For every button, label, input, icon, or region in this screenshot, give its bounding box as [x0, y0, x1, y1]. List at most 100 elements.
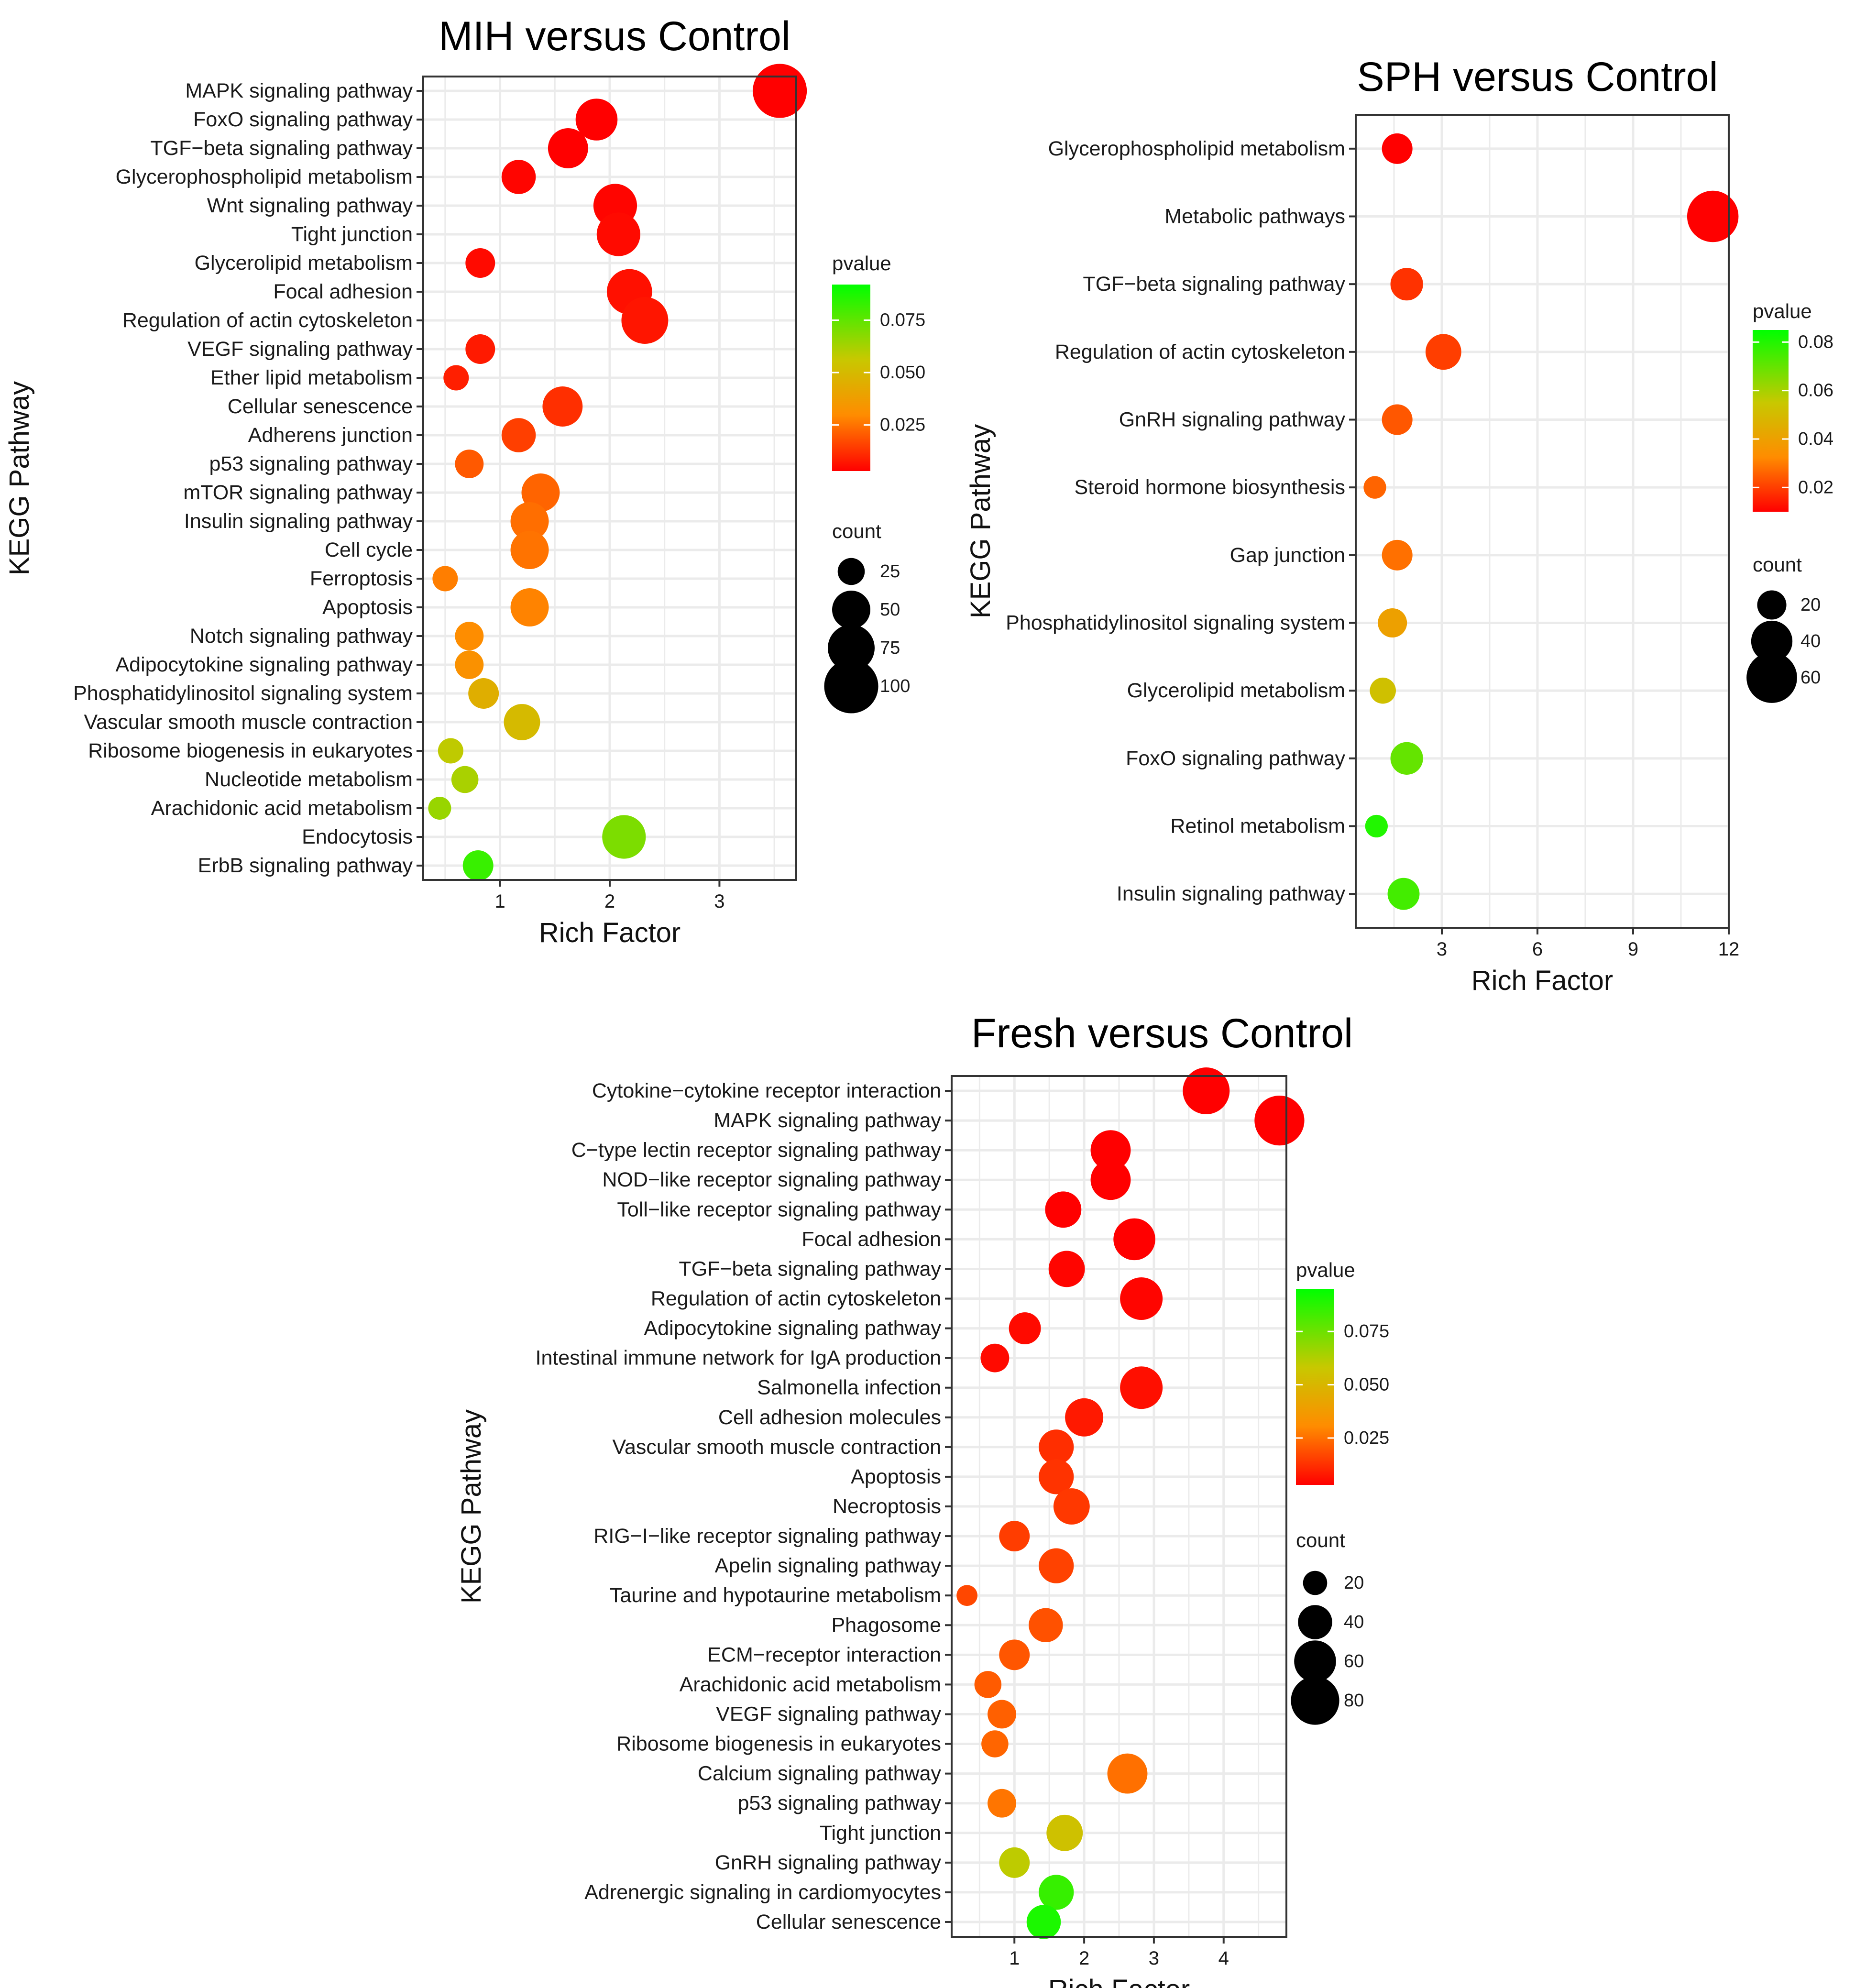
y-tick-label: Steroid hormone biosynthesis — [1075, 476, 1345, 499]
data-point — [455, 650, 484, 679]
y-tick-label: Phagosome — [832, 1614, 942, 1637]
x-tick-label: 2 — [1079, 1948, 1089, 1969]
y-tick-label: Adherens junction — [248, 424, 413, 447]
x-tick-label: 4 — [1218, 1948, 1229, 1969]
data-point — [999, 1639, 1030, 1670]
data-point — [1090, 1130, 1131, 1171]
data-point — [1029, 1608, 1063, 1643]
chart-title: SPH versus Control — [1357, 54, 1718, 100]
data-point — [981, 1730, 1009, 1757]
y-tick-label: Retinol metabolism — [1170, 815, 1345, 838]
chart-svg-mih: MAPK signaling pathway FoxO signaling pat… — [4, 13, 925, 948]
y-tick-label: Regulation of actin cytoskeleton — [122, 309, 413, 332]
data-point — [438, 738, 463, 764]
legend-color-title: pvalue — [1296, 1259, 1355, 1281]
y-tick-label: Tight junction — [820, 1822, 941, 1845]
y-tick-label: Insulin signaling pathway — [1117, 882, 1346, 905]
data-point — [1382, 404, 1413, 435]
y-tick-label: ECM−receptor interaction — [707, 1643, 941, 1666]
data-point — [465, 248, 495, 278]
legend-size-dot — [1291, 1676, 1339, 1725]
y-tick-label: ErbB signaling pathway — [198, 854, 413, 877]
data-point — [1390, 742, 1423, 775]
x-axis-title: Rich Factor — [1471, 965, 1614, 996]
legend-color-bar — [1753, 330, 1789, 512]
data-point — [548, 128, 588, 168]
y-tick-label: Cell cycle — [325, 538, 413, 561]
legend-color-label: 0.075 — [880, 310, 925, 330]
legend-size-dot — [1303, 1571, 1328, 1595]
data-point — [521, 473, 560, 512]
data-point — [1254, 1095, 1305, 1146]
legend-size-dot — [837, 558, 865, 585]
data-point — [602, 815, 646, 859]
data-point — [999, 1521, 1030, 1552]
legend-size-dot — [1757, 590, 1787, 620]
data-point — [1048, 1251, 1085, 1287]
legend-color-title: pvalue — [1753, 300, 1812, 322]
y-tick-label: p53 signaling pathway — [737, 1792, 941, 1815]
y-tick-label: FoxO signaling pathway — [193, 108, 413, 131]
y-tick-label: Vascular smooth muscle contraction — [84, 711, 413, 734]
legend-color-label: 0.050 — [1344, 1375, 1389, 1395]
y-tick-label: GnRH signaling pathway — [715, 1851, 942, 1874]
data-point — [1039, 1548, 1074, 1583]
chart-fresh-versus-control: Cytokine−cytokine receptor interaction MA… — [445, 990, 1425, 1988]
y-tick-label: Arachidonic acid metabolism — [151, 797, 413, 820]
data-point — [1390, 268, 1423, 301]
y-tick-label: p53 signaling pathway — [209, 452, 413, 475]
legend-color-label: 0.02 — [1798, 477, 1833, 497]
y-tick-label: Cellular senescence — [756, 1911, 941, 1933]
y-tick-label: Cell adhesion molecules — [718, 1406, 941, 1429]
data-point — [1363, 476, 1386, 499]
chart-title: MIH versus Control — [439, 13, 790, 59]
x-tick-label: 12 — [1718, 939, 1740, 960]
data-point — [1065, 1398, 1104, 1437]
x-axis-title: Rich Factor — [1048, 1974, 1190, 1988]
y-tick-label: MAPK signaling pathway — [185, 79, 413, 102]
plot-background — [1356, 115, 1729, 928]
data-point — [974, 1671, 1002, 1698]
chart-svg-fresh: Cytokine−cytokine receptor interaction MA… — [456, 1010, 1389, 1988]
y-tick-label: Vascular smooth muscle contraction — [613, 1436, 942, 1459]
legend-size-dot — [828, 625, 875, 671]
data-point — [510, 531, 549, 569]
legend-size-label: 40 — [1800, 631, 1821, 651]
data-point — [501, 160, 536, 194]
y-tick-label: Salmonella infection — [757, 1376, 941, 1399]
data-point — [455, 622, 484, 650]
y-tick-label: Focal adhesion — [273, 280, 413, 303]
x-axis-title: Rich Factor — [539, 917, 681, 948]
y-tick-label: Nucleotide metabolism — [205, 768, 413, 791]
data-point — [1039, 1459, 1074, 1494]
data-point — [1370, 677, 1396, 704]
legend-size-label: 50 — [880, 600, 900, 620]
y-tick-label: NOD−like receptor signaling pathway — [602, 1168, 941, 1191]
legend-color-title: pvalue — [832, 252, 891, 275]
y-tick-label: Glycerolipid metabolism — [1127, 679, 1345, 702]
data-point — [465, 334, 495, 364]
y-tick-label: TGF−beta signaling pathway — [150, 137, 413, 160]
y-axis-title: KEGG Pathway — [4, 381, 35, 575]
data-point — [1046, 1814, 1083, 1851]
data-point — [542, 386, 583, 427]
data-point — [956, 1585, 977, 1606]
legend-color-label: 0.08 — [1798, 332, 1833, 352]
legend-size-dot — [1751, 620, 1793, 662]
legend-size-title: count — [1296, 1529, 1345, 1551]
y-tick-label: RIG−I−like receptor signaling pathway — [593, 1525, 941, 1548]
y-tick-label: Necroptosis — [833, 1495, 941, 1518]
y-tick-label: Ether lipid metabolism — [210, 366, 413, 389]
y-tick-label: Adipocytokine signaling pathway — [115, 653, 413, 676]
data-point — [468, 678, 499, 709]
data-point — [504, 704, 540, 740]
data-point — [1053, 1488, 1090, 1525]
data-point — [1113, 1218, 1155, 1261]
y-tick-label: Ferroptosis — [310, 567, 413, 590]
y-tick-label: Notch signaling pathway — [190, 625, 413, 648]
data-point — [1045, 1191, 1082, 1228]
chart-title: Fresh versus Control — [971, 1010, 1353, 1056]
legend-size-dot — [832, 591, 870, 629]
legend-color-label: 0.025 — [1344, 1428, 1389, 1448]
y-tick-label: Cellular senescence — [228, 395, 413, 418]
